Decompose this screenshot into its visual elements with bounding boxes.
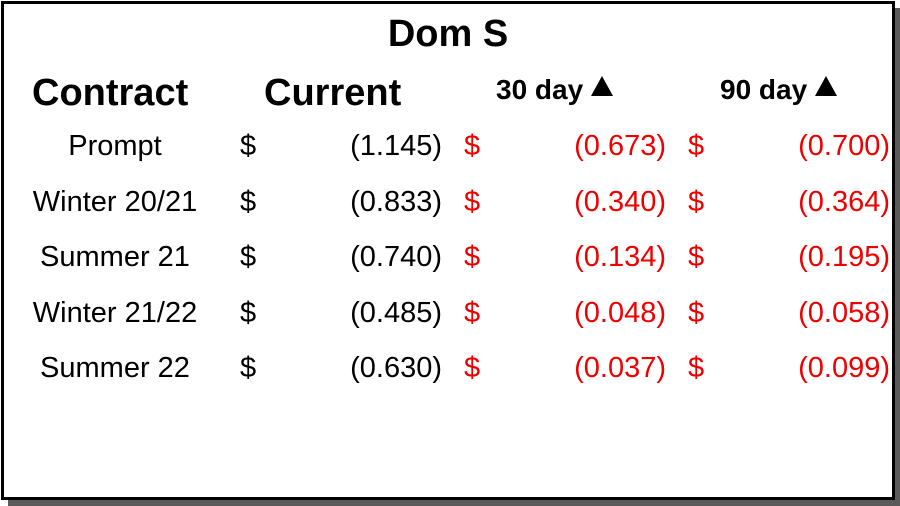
day30-currency: $: [464, 241, 481, 273]
day30-currency: $: [464, 186, 481, 218]
column-header-contract: Contract: [32, 72, 189, 114]
column-header-current: Current: [264, 72, 402, 114]
day90-value: (0.195): [798, 241, 890, 273]
price-table-panel: Dom S Contract Current 30 day 90 day Pro…: [1, 1, 895, 500]
day90-currency: $: [688, 130, 705, 162]
day90-currency: $: [688, 297, 705, 329]
triangle-up-icon: [591, 76, 614, 96]
day90-value: (0.099): [798, 352, 890, 384]
day30-currency: $: [464, 352, 481, 384]
current-value: (0.485): [350, 297, 442, 329]
day30-value: (0.134): [574, 241, 666, 273]
triangle-up-icon: [815, 76, 838, 96]
current-currency: $: [240, 130, 257, 162]
day30-value: (0.340): [574, 186, 666, 218]
day30-value: (0.673): [574, 130, 666, 162]
column-header-30-day-label: 30 day: [496, 74, 584, 105]
current-currency: $: [240, 352, 257, 384]
table-row: Summer 21 $ (0.740) $ (0.134) $ (0.195): [4, 237, 892, 277]
day90-value: (0.700): [798, 130, 890, 162]
page-title: Dom S: [387, 13, 509, 55]
column-header-90-day-label: 90 day: [720, 74, 808, 105]
current-value: (0.740): [350, 241, 442, 273]
table-row: Winter 21/22 $ (0.485) $ (0.048) $ (0.05…: [4, 293, 892, 333]
day30-currency: $: [464, 297, 481, 329]
contract-name: Prompt: [68, 130, 162, 162]
day30-value: (0.037): [574, 352, 666, 384]
current-currency: $: [240, 241, 257, 273]
day90-currency: $: [688, 186, 705, 218]
day30-value: (0.048): [574, 297, 666, 329]
contract-name: Winter 21/22: [32, 297, 198, 329]
day90-value: (0.058): [798, 297, 890, 329]
current-value: (1.145): [350, 130, 442, 162]
current-currency: $: [240, 186, 257, 218]
contract-name: Winter 20/21: [32, 186, 198, 218]
current-value: (0.833): [350, 186, 442, 218]
column-header-90-day: 90 day: [720, 73, 838, 107]
contract-name: Summer 21: [40, 241, 190, 273]
table-row: Summer 22 $ (0.630) $ (0.037) $ (0.099): [4, 348, 892, 388]
contract-name: Summer 22: [40, 352, 190, 384]
day90-currency: $: [688, 352, 705, 384]
table-row: Winter 20/21 $ (0.833) $ (0.340) $ (0.36…: [4, 182, 892, 222]
current-value: (0.630): [350, 352, 442, 384]
table-row: Prompt $ (1.145) $ (0.673) $ (0.700): [4, 126, 892, 166]
day90-value: (0.364): [798, 186, 890, 218]
column-header-30-day: 30 day: [496, 73, 614, 107]
day90-currency: $: [688, 241, 705, 273]
current-currency: $: [240, 297, 257, 329]
day30-currency: $: [464, 130, 481, 162]
